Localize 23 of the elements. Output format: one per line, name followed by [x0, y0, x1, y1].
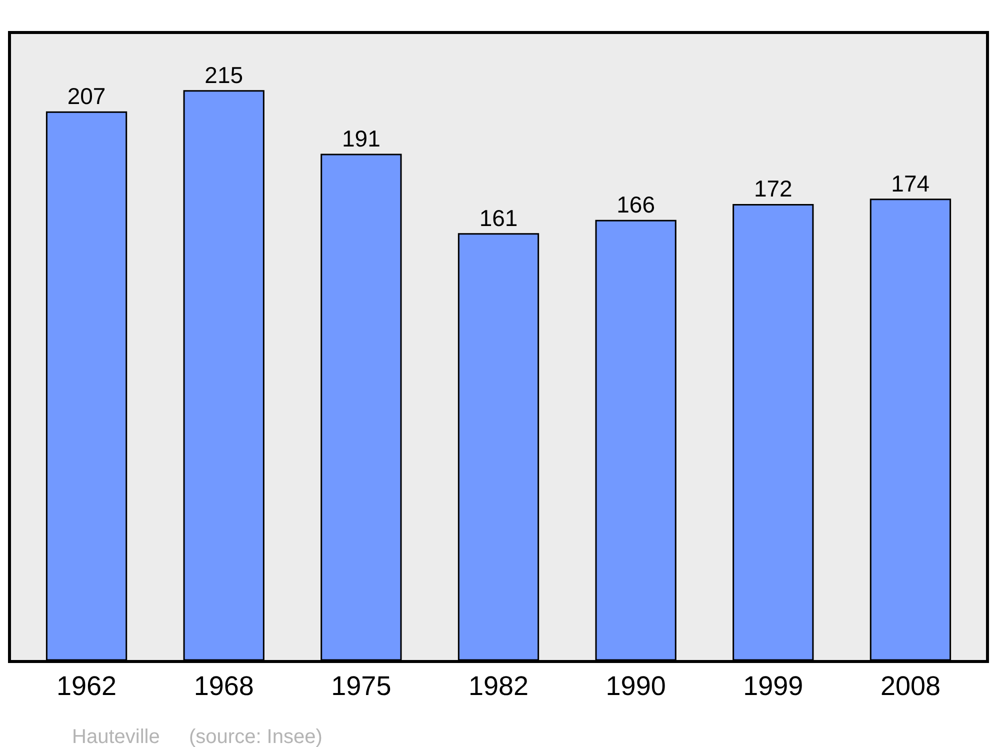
data-label: 207 [67, 83, 106, 110]
x-tick-label: 1962 [56, 671, 117, 702]
data-label: 172 [754, 176, 792, 202]
data-label: 166 [616, 192, 656, 218]
text: Hauteville [72, 726, 160, 747]
bar [458, 233, 540, 660]
text: (source: Insee) [189, 726, 322, 747]
data-label: 174 [891, 170, 930, 196]
data-label: 191 [342, 125, 380, 152]
bar [732, 204, 814, 660]
x-tick-label: 1982 [468, 671, 529, 702]
bar [320, 154, 402, 660]
bar [870, 198, 952, 660]
bar [46, 111, 128, 660]
x-tick-label: 1968 [194, 671, 254, 702]
x-tick-label: 1990 [606, 671, 666, 702]
x-tick-label: 1975 [331, 671, 392, 702]
x-tick-label: 1999 [743, 671, 804, 702]
bar [595, 220, 676, 660]
data-label: 161 [479, 204, 518, 231]
x-tick-label: 2008 [880, 671, 941, 702]
data-label: 215 [204, 62, 244, 88]
bar [183, 90, 264, 660]
